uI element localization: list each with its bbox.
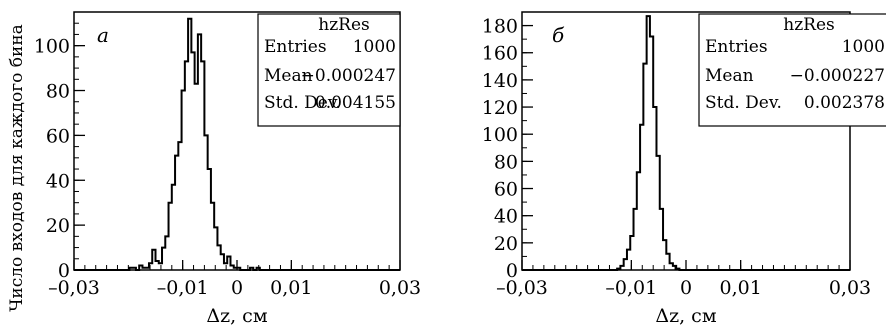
- x-axis-label-a: Δz, см: [206, 305, 267, 327]
- stats-box-b: hzRes Entries 1000 Mean −0.000227 Std. D…: [698, 13, 886, 127]
- stats-value-entries-a: 1000: [353, 37, 396, 57]
- y-tick-label: 180: [482, 16, 518, 38]
- y-tick-label: 140: [482, 70, 518, 92]
- stats-value-stddev-b: 0.002378: [804, 93, 885, 113]
- stats-value-mean-b: −0.000227: [790, 66, 885, 86]
- y-tick-label: 40: [494, 206, 518, 228]
- stats-label-entries-b: Entries: [705, 37, 768, 57]
- y-tick-label: 20: [46, 215, 70, 237]
- stats-label-stddev-b: Std. Dev.: [705, 93, 782, 113]
- x-tick-label: –0,01: [157, 277, 209, 299]
- y-tick-label: 80: [46, 81, 70, 103]
- histogram-a: [74, 17, 400, 271]
- y-tick-label: 0: [58, 260, 70, 282]
- x-tick-label: –0,03: [496, 277, 548, 299]
- stats-label-mean-b: Mean: [705, 66, 754, 86]
- y-tick-label: 40: [46, 170, 70, 192]
- y-tick-label: 100: [482, 124, 518, 146]
- y-tick-label: 80: [494, 151, 518, 173]
- stats-label-entries-a: Entries: [264, 37, 327, 57]
- y-tick-label: 0: [506, 260, 518, 282]
- x-axis-label-b: Δz, см: [655, 305, 716, 327]
- y-tick-label: 60: [494, 179, 518, 201]
- y-tick-label: 100: [34, 36, 70, 58]
- y-axis-b: 0 20 40 60 80 100 120 140 160 180: [482, 11, 533, 282]
- stats-label-stddev-a: Std. Dev.: [264, 93, 341, 113]
- x-tick-label: –0,03: [48, 277, 100, 299]
- stats-value-stddev-a: 0.004155: [315, 93, 396, 113]
- stats-label-mean-a: Mean: [264, 66, 313, 86]
- x-axis-a: –0,03 –0,01 0 0,01 0,03: [48, 260, 421, 299]
- x-tick-label: 0: [231, 277, 243, 299]
- stats-box-frame-a: [257, 13, 401, 127]
- stats-title-b: hzRes: [783, 15, 835, 35]
- stats-value-mean-a: −0.000247: [301, 66, 396, 86]
- y-axis-a: 0 20 40 60 80 100: [34, 11, 85, 282]
- stats-title-a: hzRes: [318, 15, 370, 35]
- x-axis-b: –0,03 –0,01 0 0,01 0,03: [496, 260, 871, 299]
- y-axis-label: Число входов для каждого бина: [7, 24, 27, 312]
- y-tick-label: 160: [482, 43, 518, 65]
- x-tick-label: 0,01: [720, 277, 762, 299]
- y-tick-label: 120: [482, 97, 518, 119]
- stats-value-entries-b: 1000: [842, 37, 885, 57]
- panel-label-b: б: [552, 23, 565, 47]
- panel-label-a: а: [97, 23, 109, 47]
- x-tick-label: 0,03: [379, 277, 421, 299]
- panel-b: 0 20 40 60 80 100 120 140 160 180 –0,03 –0,01 0 0,01…: [482, 11, 886, 327]
- histogram-b: [522, 15, 850, 271]
- stats-box-a: hzRes Entries 1000 Mean −0.000247 Std. D…: [257, 13, 401, 127]
- y-tick-label: 20: [494, 233, 518, 255]
- x-tick-label: 0,01: [270, 277, 312, 299]
- x-tick-label: 0: [680, 277, 692, 299]
- x-tick-label: –0,01: [605, 277, 657, 299]
- panel-a: 0 20 40 60 80 100 –0,03 –0,01 0 0,01 0,03 а Δz, с…: [34, 11, 421, 327]
- stats-box-frame-b: [698, 13, 886, 127]
- y-tick-label: 60: [46, 125, 70, 147]
- x-tick-label: 0,03: [829, 277, 871, 299]
